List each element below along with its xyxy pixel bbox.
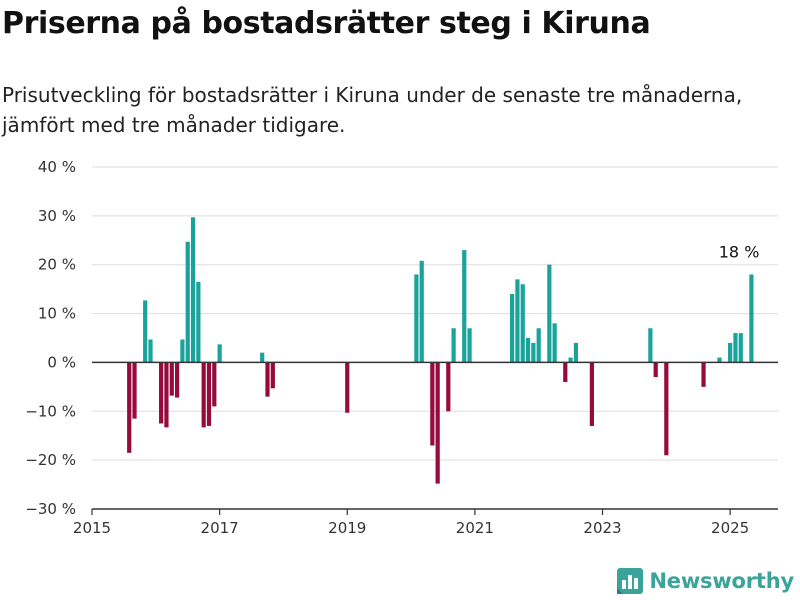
x-tick-label: 2017: [201, 519, 239, 537]
x-tick-label: 2021: [456, 519, 494, 537]
bar: [547, 264, 552, 363]
bar: [174, 362, 180, 398]
bar: [446, 362, 451, 412]
bar: [552, 323, 557, 363]
y-tick-label: 10 %: [38, 305, 76, 323]
bar: [749, 274, 754, 363]
bar: [525, 338, 531, 363]
brand-logo: Newsworthy: [617, 568, 794, 594]
bar: [196, 281, 201, 363]
bar: [738, 333, 743, 363]
bar: [148, 339, 153, 363]
bar: [212, 362, 217, 407]
bar: [536, 328, 541, 363]
bar: [467, 328, 472, 363]
y-tick-label: 30 %: [38, 207, 76, 225]
bar: [143, 300, 148, 363]
x-tick-label: 2025: [711, 519, 749, 537]
bar: [573, 342, 579, 363]
x-tick-label: 2023: [583, 519, 621, 537]
bar: [169, 362, 174, 396]
tick-labels: −30 % −20 % −10 % 0 % 10 % 20 % 30 % 40 % 2015 20…: [25, 158, 759, 537]
bar: [206, 362, 212, 426]
y-tick-label: 20 %: [38, 256, 76, 274]
bar: [563, 362, 568, 382]
bar: [265, 362, 270, 397]
bar: [435, 362, 440, 484]
y-tick-label: 40 %: [38, 158, 76, 176]
bar: [728, 342, 733, 363]
bar: [701, 362, 706, 387]
bar: [201, 362, 206, 428]
chart-title: Priserna på bostadsrätter steg i Kiruna: [2, 6, 651, 41]
bar: [159, 362, 164, 424]
y-tick-label: −10 %: [25, 402, 76, 420]
bar: [190, 217, 196, 363]
axes: [91, 361, 778, 515]
bar: [260, 352, 265, 363]
x-tick-label: 2019: [328, 519, 366, 537]
bar: [430, 362, 435, 446]
grid-lines: [92, 166, 778, 461]
bar: [180, 339, 185, 363]
bar: [653, 362, 658, 378]
bar: [127, 362, 132, 453]
brand-name: Newsworthy: [649, 569, 794, 593]
bar: [589, 362, 594, 426]
bar: [531, 342, 536, 363]
bar: [164, 362, 169, 428]
bar: [664, 362, 669, 456]
bar: [648, 328, 653, 363]
bar: [132, 362, 137, 419]
bar: [568, 357, 573, 363]
data-label: 18 %: [719, 242, 760, 261]
bar: [345, 362, 350, 413]
bar: [520, 284, 525, 363]
bar: [419, 260, 424, 363]
bar: [733, 333, 738, 363]
bar: [510, 294, 515, 363]
bar: [185, 241, 190, 363]
bar: [451, 328, 456, 363]
bar: [515, 279, 520, 363]
bars: [127, 217, 754, 484]
chart-subtitle: Prisutveckling för bostadsrätter i Kirun…: [2, 83, 743, 137]
y-tick-label: −30 %: [25, 500, 76, 518]
bar: [217, 344, 222, 363]
bar: [717, 357, 722, 363]
x-tick-label: 2015: [73, 519, 111, 537]
bar-chart-logo-icon: [617, 568, 644, 594]
y-tick-label: 0 %: [47, 353, 76, 371]
bar: [270, 362, 275, 389]
bar: [462, 250, 467, 363]
y-tick-label: −20 %: [25, 451, 76, 469]
bar: [414, 274, 419, 363]
